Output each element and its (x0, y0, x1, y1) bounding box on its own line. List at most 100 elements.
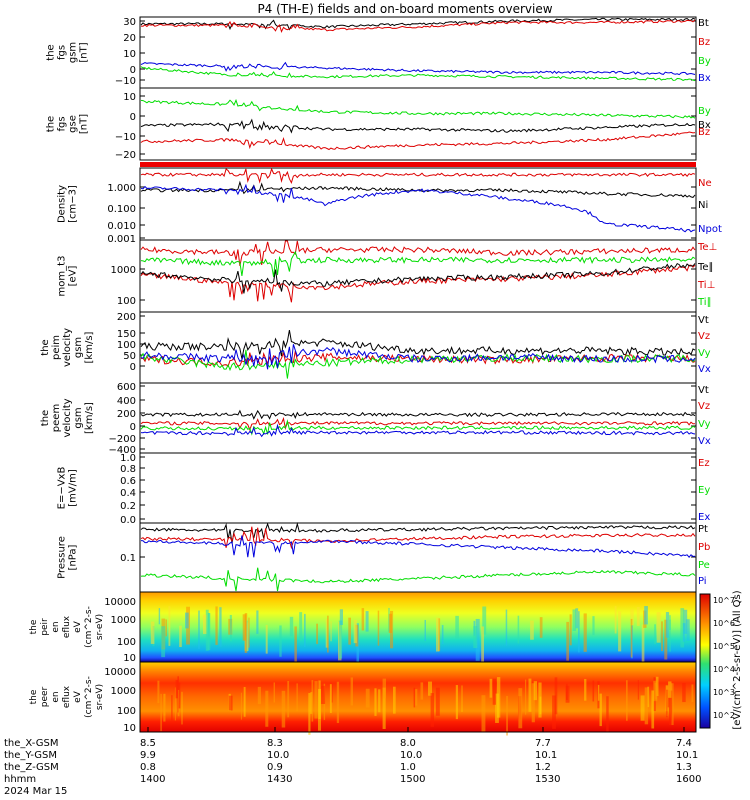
spectrogram-streak (329, 684, 332, 713)
x-row-value: 0.9 (267, 762, 283, 773)
spectrogram-streak (338, 620, 343, 659)
y-axis-label: fgs (57, 116, 68, 131)
y-tick-label: 10000 (104, 597, 136, 608)
spectrogram-streak (174, 687, 176, 721)
spectrogram-streak (682, 682, 686, 703)
spectrogram-streak (539, 617, 543, 638)
y-axis-label: [cm−3] (68, 185, 79, 223)
spectrogram-streak (382, 678, 386, 699)
spectrogram-streak (325, 619, 329, 648)
spectrogram-streak (424, 619, 426, 641)
legend-Ne: Ne (698, 178, 712, 189)
spectrogram-fill (140, 592, 696, 662)
y-tick-label: −200 (109, 434, 136, 445)
spectrogram-streak (316, 623, 318, 644)
spectrogram-streak (665, 612, 670, 638)
spectrogram-streak (668, 681, 672, 698)
y-axis-label: velocity (62, 398, 73, 437)
spectrogram-streak (647, 686, 650, 708)
spectrogram-streak (505, 609, 508, 646)
series-Vx (140, 344, 696, 370)
y-axis-label: eflux (62, 615, 72, 638)
spectrogram-streak (374, 688, 377, 716)
series-Ti⊥ (140, 240, 696, 266)
spectrogram-streak (413, 687, 416, 708)
spectrogram-fill (140, 662, 696, 732)
x-row-value: 10.0 (267, 750, 289, 761)
spectrogram-streak (475, 618, 480, 661)
y-tick-label: −20 (115, 150, 136, 161)
legend-Vz: Vz (698, 331, 710, 342)
spectrogram-streak (318, 689, 321, 731)
spectrogram-streak (430, 693, 434, 727)
y-axis-label: peim (51, 335, 62, 360)
y-axis-label: velocity (62, 328, 73, 367)
spectrogram-streak (265, 690, 269, 727)
panel-fgs_gsm: the fgs gsm [nT] 30 20 10 0−10 Bt Bz By Bx (46, 16, 711, 89)
y-tick-label: 0.001 (107, 234, 136, 245)
legend-Pt: Pt (698, 524, 708, 535)
spectrogram-streak (240, 692, 242, 720)
y-tick-label: 10 (123, 653, 136, 664)
colorbar-tick: 10^2 (713, 711, 735, 720)
spectrogram-streak (247, 622, 249, 652)
spectrogram-streak (331, 683, 333, 703)
spectrogram-streak (243, 686, 246, 717)
panel-frame (139, 167, 697, 241)
legend-Ti∥: Ti∥ (697, 297, 712, 308)
spectrogram-streak (242, 614, 247, 641)
spectrogram-streak (583, 613, 587, 652)
y-axis-label: [nT] (79, 42, 90, 62)
spectrogram-streak (644, 687, 649, 725)
spectrogram-streak (393, 686, 396, 714)
y-tick-label: 0.4 (120, 488, 136, 499)
spectrogram-streak (630, 618, 633, 658)
spectrogram-streak (435, 687, 440, 716)
spectrogram-streak (248, 617, 250, 648)
spectrogram-streak (165, 619, 167, 637)
y-tick-label: 400 (117, 396, 136, 407)
series-Ne (140, 167, 696, 185)
spectrogram-streak (330, 621, 332, 642)
y-axis-label: [km/s] (84, 331, 95, 363)
spectrogram-streak (150, 621, 155, 644)
y-tick-label: 0.010 (107, 221, 136, 232)
series-Vy (140, 349, 696, 379)
legend-Pe: Pe (698, 560, 710, 571)
panel-frame (139, 522, 697, 593)
spectrogram-streak (279, 625, 282, 657)
spectrogram-streak (636, 606, 640, 626)
date-label: 2024 Mar 15 (4, 786, 67, 797)
spectrogram-streak (664, 619, 668, 660)
series-Ti∥ (140, 250, 696, 278)
x-row-value: 0.8 (140, 762, 156, 773)
spectrogram-streak (578, 611, 580, 653)
series-Pi (140, 535, 696, 558)
spectrogram-streak (461, 685, 463, 712)
colorbar: 10^2 10^3 10^4 10^5 10^6 10^7[eV/(cm^2-s-sr-e… (699, 590, 743, 730)
spectrogram-streak (656, 612, 661, 643)
x-row-value: 7.4 (676, 738, 692, 749)
y-tick-label: 200 (117, 312, 136, 323)
panel-temperature: mom_t3 [eV] 1000 100 Te⊥ Te∥ Ti⊥ Ti∥ (57, 239, 717, 313)
y-tick-label: 100 (117, 340, 136, 351)
y-tick-label: −10 (115, 132, 136, 143)
plot-title: P4 (TH-E) fields and on-board moments ov… (257, 2, 552, 16)
spectrogram-streak (584, 678, 587, 701)
series-Npot (140, 183, 696, 233)
spectrogram-streak (353, 619, 357, 644)
x-row-label: the_Y-GSM (4, 750, 57, 761)
spectrogram-streak (473, 626, 478, 649)
spectrogram-streak (178, 682, 181, 709)
x-row-label: the_Z-GSM (4, 762, 59, 773)
spectrogram-streak (489, 678, 493, 698)
spectrogram-streak (289, 616, 294, 637)
y-axis-label: fgs (57, 45, 68, 60)
y-axis-label: E=−VxB (57, 467, 68, 510)
colorbar-tick: 10^5 (713, 642, 735, 651)
x-row-value: 10.0 (400, 750, 422, 761)
spectrogram-streak (215, 606, 218, 645)
spectrogram-streak (365, 611, 369, 632)
y-axis-label: gsm (73, 337, 84, 358)
